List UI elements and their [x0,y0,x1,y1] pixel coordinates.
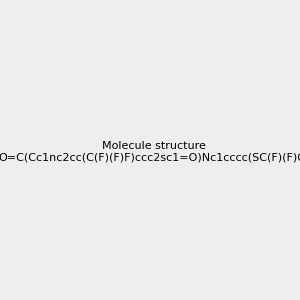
Text: Molecule structure
O=C(Cc1nc2cc(C(F)(F)F)ccc2sc1=O)Nc1cccc(SC(F)(F)C(: Molecule structure O=C(Cc1nc2cc(C(F)(F)F… [0,141,300,162]
